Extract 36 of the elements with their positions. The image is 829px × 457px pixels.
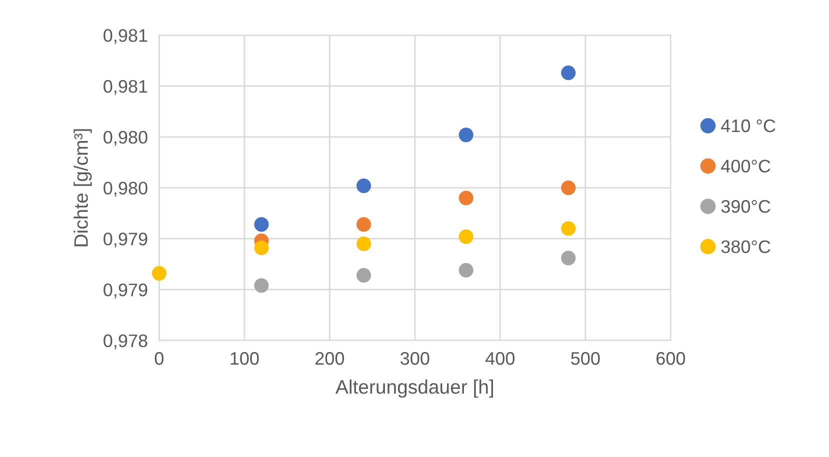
legend-label: 410 °C xyxy=(721,119,776,132)
point xyxy=(458,190,474,206)
point xyxy=(561,221,576,236)
point xyxy=(254,240,269,256)
y-tick-label: 0,980 xyxy=(104,182,148,197)
point xyxy=(561,250,576,266)
x-tick-label: 0 xyxy=(154,352,164,365)
point xyxy=(458,128,474,142)
y-tick-label: 0,978 xyxy=(104,334,148,350)
point xyxy=(561,66,576,80)
x-tick-label: 100 xyxy=(230,352,259,365)
x-axis-title: Alterungsdauer [h] xyxy=(336,380,493,398)
x-tick-label: 500 xyxy=(571,352,600,365)
y-tick-label: 0,981 xyxy=(104,29,148,44)
y-tick-label: 0,979 xyxy=(104,284,148,298)
y-tick-label: 0,980 xyxy=(104,130,148,146)
point xyxy=(356,178,372,194)
point xyxy=(458,262,474,278)
y-axis-title: Dichte [g/cm³] xyxy=(74,129,92,246)
x-tick-label: 400 xyxy=(486,352,515,365)
point xyxy=(356,236,372,252)
point xyxy=(254,278,269,293)
x-tick-label: 600 xyxy=(656,352,686,365)
point xyxy=(254,217,269,232)
y-tick-label: 0,981 xyxy=(104,80,148,95)
point xyxy=(356,268,372,283)
legend-label: 380°C xyxy=(721,240,770,254)
legend-label: 390°C xyxy=(721,200,770,213)
point xyxy=(356,217,372,232)
x-tick-label: 200 xyxy=(316,352,344,365)
x-tick-label: 300 xyxy=(400,352,430,365)
point xyxy=(561,180,576,196)
y-tick-label: 0,979 xyxy=(104,232,148,248)
point xyxy=(458,229,474,244)
legend-label: 400°C xyxy=(721,160,770,173)
point xyxy=(152,266,166,281)
